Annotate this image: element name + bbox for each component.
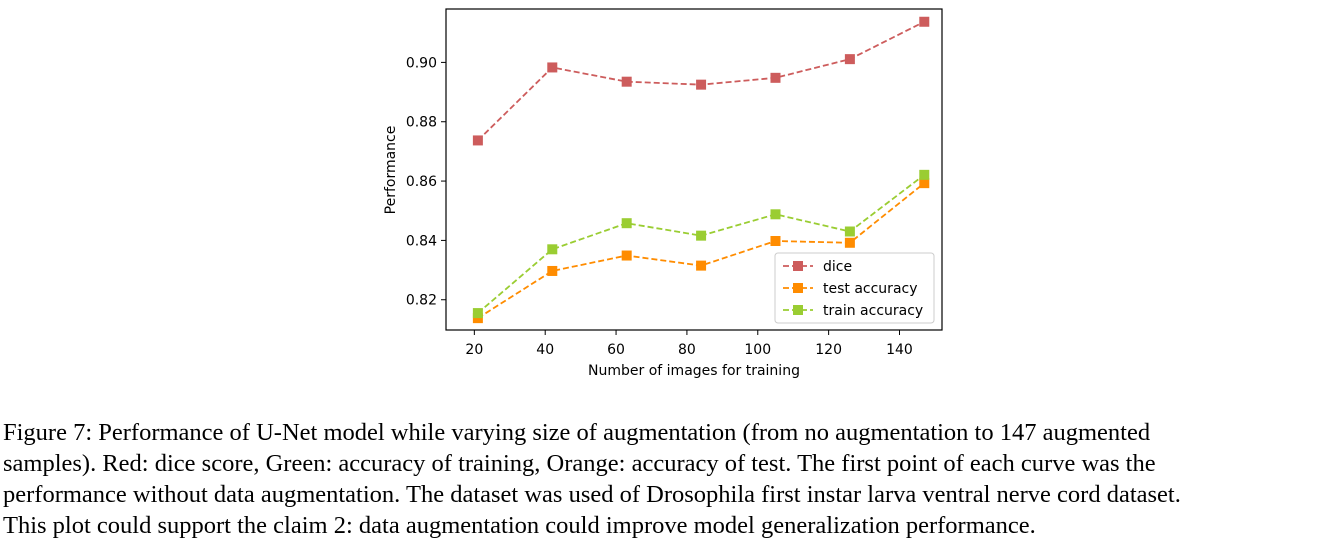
- data-point: [844, 226, 855, 237]
- data-point: [547, 244, 558, 255]
- legend-label: train accuracy: [823, 303, 923, 319]
- legend-label: dice: [823, 259, 852, 275]
- data-point: [696, 260, 707, 271]
- data-point: [547, 265, 558, 276]
- y-tick-label: 0.84: [406, 233, 437, 249]
- x-tick-label: 80: [678, 342, 696, 358]
- x-tick-label: 120: [815, 342, 842, 358]
- y-tick-label: 0.82: [406, 293, 437, 309]
- data-point: [770, 209, 781, 220]
- y-tick-label: 0.86: [406, 174, 437, 190]
- y-axis-label: Performance: [383, 126, 399, 215]
- caption-line: This plot could support the claim 2: dat…: [3, 512, 1036, 539]
- legend-box: [774, 252, 935, 324]
- x-tick-label: 140: [886, 342, 913, 358]
- x-tick-label: 100: [744, 342, 771, 358]
- data-point: [844, 237, 855, 248]
- legend-marker: [793, 305, 803, 315]
- x-tick-label: 20: [465, 342, 483, 358]
- data-point: [844, 54, 855, 65]
- caption-line: samples). Red: dice score, Green: accura…: [3, 450, 1156, 477]
- data-point: [472, 135, 483, 146]
- chart: 20 40 60 80 100 120 140 0.82 0.84 0.86 0.88 0.90 Nu…: [383, 8, 943, 379]
- series-layer: [472, 16, 930, 324]
- y-tick-label: 0.88: [406, 115, 437, 131]
- plot-frame: [445, 8, 943, 331]
- data-point: [919, 178, 930, 189]
- x-tick-label: 40: [536, 342, 554, 358]
- legend-marker: [793, 283, 803, 293]
- caption-line: performance without data augmentation. T…: [3, 481, 1181, 508]
- y-tick-label: 0.90: [406, 55, 437, 71]
- data-point: [621, 76, 632, 87]
- data-point: [472, 313, 483, 324]
- caption-line: Figure 7: Performance of U-Net model whi…: [3, 419, 1151, 446]
- x-tick-label: 60: [607, 342, 625, 358]
- legend: dice test accuracy train accuracy: [774, 252, 935, 324]
- data-point: [919, 169, 930, 180]
- figure-caption: Figure 7: Performance of U-Net model whi…: [3, 417, 1327, 541]
- data-point: [770, 235, 781, 246]
- data-point: [919, 16, 930, 27]
- legend-label: test accuracy: [823, 281, 918, 297]
- legend-marker: [793, 261, 803, 271]
- x-axis-label: Number of images for training: [588, 363, 800, 379]
- data-point: [547, 62, 558, 73]
- data-point: [696, 230, 707, 241]
- axis-layer: 20 40 60 80 100 120 140 0.82 0.84 0.86 0.88 0.90: [406, 55, 913, 358]
- data-point: [472, 308, 483, 319]
- data-point: [621, 250, 632, 261]
- data-point: [621, 218, 632, 229]
- data-point: [696, 79, 707, 90]
- data-point: [770, 72, 781, 83]
